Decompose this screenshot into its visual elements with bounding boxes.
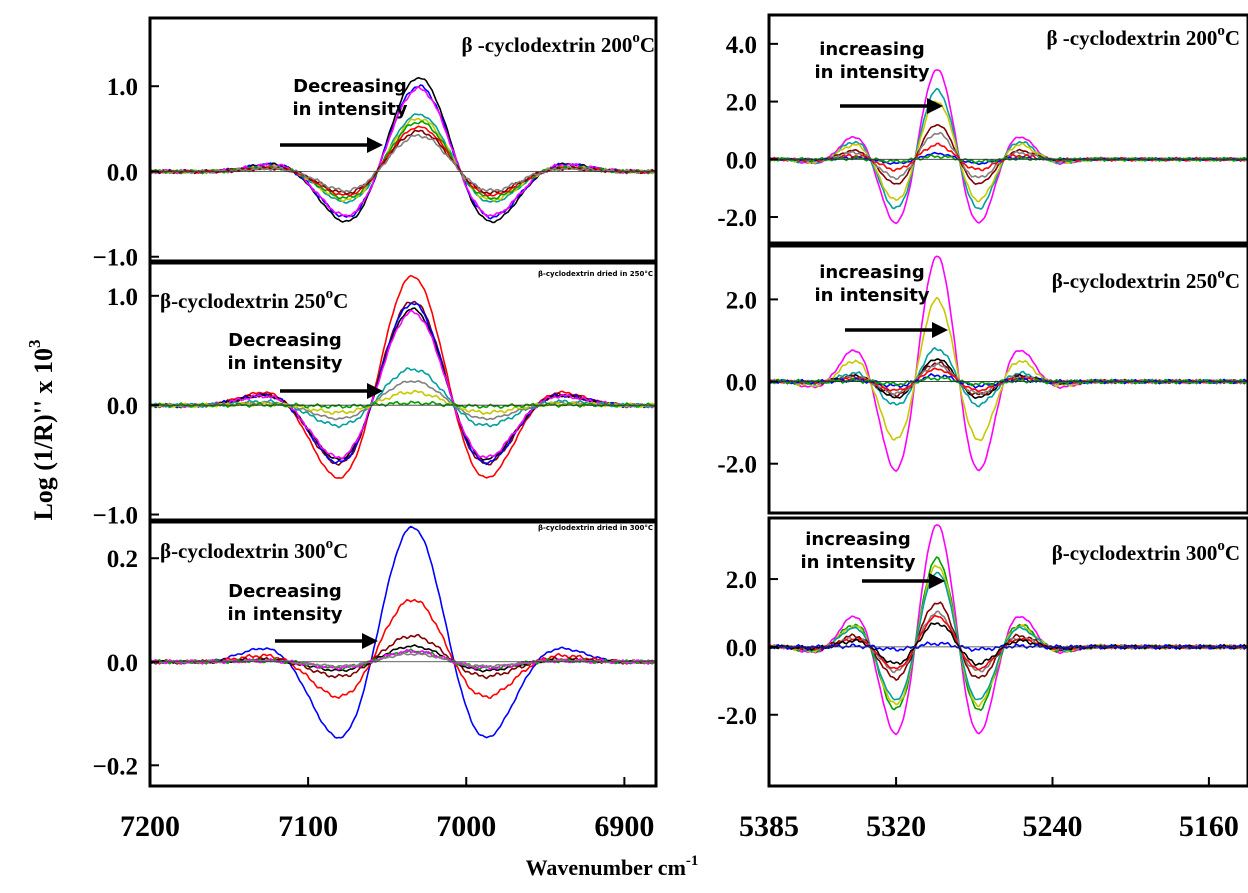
y-tick-label: 2.0	[726, 90, 757, 117]
y-tick-label: 2.0	[726, 567, 757, 594]
plot-frame	[767, 516, 1248, 788]
intensity-annotation: in intensity	[800, 552, 915, 573]
arrow-head-icon	[932, 322, 948, 338]
intensity-annotation: increasing	[819, 262, 924, 283]
y-tick-label: 0.0	[726, 147, 757, 174]
intensity-annotation: Decreasing	[228, 330, 342, 351]
chart-panel-right-250: 2.0 0.0 -2.0 β-cyclodextrin 250oC increasing…	[717, 244, 1248, 515]
y-tick-label: 0.0	[107, 650, 138, 677]
x-axis-label: Wavenumber cm-1	[526, 853, 699, 880]
intensity-annotation: in intensity	[227, 604, 342, 625]
y-tick-label: 1.0	[107, 284, 138, 311]
y-tick-label: 1.0	[107, 74, 138, 101]
y-axis-label-group: Log (1/R)'' x 103	[25, 339, 58, 520]
y-tick-label: 0.0	[107, 159, 138, 186]
intensity-annotation: Decreasing	[293, 76, 407, 97]
series-group	[150, 274, 656, 479]
series-line	[150, 309, 656, 460]
arrow-head-icon	[929, 573, 945, 589]
chart-panel-right-300: 2.0 0.0 -2.0 5385 5320 5240 5160 β-cyclodextrin…	[717, 516, 1248, 843]
panel-small-label: β-cyclodextrin dried in 300°C	[538, 524, 653, 532]
y-tick-label: 2.0	[726, 287, 757, 314]
intensity-annotation: in intensity	[292, 99, 407, 120]
intensity-annotation: in intensity	[814, 62, 929, 83]
arrow-head-icon	[927, 98, 943, 114]
y-tick-label: -2.0	[717, 703, 757, 730]
chart-panel-left-300: 0.2 0.0 −0.2 7200 7100 7000 6900 β-cyclodextrin…	[93, 520, 658, 843]
panel-title: β-cyclodextrin 250oC	[160, 286, 348, 313]
y-tick-label: −0.2	[93, 753, 139, 780]
chart-panel-left-250: 1.0 0.0 −1.0 β-cyclodextrin 250oC β-cyclodex…	[93, 261, 658, 530]
panel-title: β -cyclodextrin 200oC	[1046, 23, 1240, 50]
intensity-annotation: in intensity	[227, 353, 342, 374]
panel-title: β -cyclodextrin 200oC	[461, 30, 655, 57]
series-line	[150, 125, 656, 197]
y-axis-label: Log (1/R)'' x 103	[25, 339, 58, 520]
series-line	[150, 302, 656, 466]
series-line	[769, 296, 1248, 442]
chart-panel-right-200: 4.0 2.0 0.0 -2.0 β -cyclodextrin 200oC increa…	[717, 13, 1248, 245]
x-tick-label: 7100	[278, 810, 338, 843]
y-tick-label: −1.0	[93, 245, 139, 272]
series-line	[150, 274, 656, 479]
y-tick-label: 0.2	[107, 546, 138, 573]
series-line	[150, 307, 656, 461]
series-line	[150, 129, 656, 196]
plot-frame	[148, 16, 658, 263]
y-tick-label: 0.0	[107, 393, 138, 420]
panel-title: β-cyclodextrin 250oC	[1052, 266, 1240, 293]
plot-frame	[148, 261, 658, 522]
series-line	[150, 400, 656, 409]
intensity-annotation: increasing	[805, 529, 910, 550]
y-tick-label: −1.0	[93, 503, 139, 530]
y-tick-label: -2.0	[717, 452, 757, 479]
series-group	[769, 69, 1248, 225]
intensity-annotation: Decreasing	[228, 581, 342, 602]
x-tick-label: 5320	[866, 810, 926, 843]
x-tick-label: 5385	[739, 810, 799, 843]
series-line	[150, 300, 656, 467]
intensity-annotation: in intensity	[814, 285, 929, 306]
plot-frame	[148, 520, 658, 788]
y-tick-label: -2.0	[717, 205, 757, 232]
series-line	[769, 124, 1248, 185]
series-line	[150, 525, 656, 739]
x-tick-label: 5240	[1022, 810, 1082, 843]
series-line	[150, 113, 656, 204]
arrow-head-icon	[367, 137, 383, 153]
panel-small-label: β-cyclodextrin dried in 250°C	[538, 270, 653, 278]
series-line	[769, 131, 1248, 181]
chart-panels: 1.0 0.0 −1.0 β -cyclodextrin 200oC Decreasin…	[93, 13, 1248, 843]
x-tick-label: 6900	[594, 810, 654, 843]
series-line	[150, 598, 656, 700]
panel-title: β-cyclodextrin 300oC	[160, 536, 348, 563]
x-tick-label: 7000	[436, 810, 496, 843]
arrow-head-icon	[362, 633, 378, 649]
chart-panel-left-200: 1.0 0.0 −1.0 β -cyclodextrin 200oC Decreasin…	[93, 16, 658, 272]
arrow-head-icon	[367, 383, 383, 399]
x-tick-label: 5160	[1179, 810, 1239, 843]
x-tick-label: 7200	[120, 810, 180, 843]
y-tick-label: 4.0	[726, 32, 757, 59]
series-line	[769, 346, 1248, 408]
panel-title: β-cyclodextrin 300oC	[1052, 538, 1240, 565]
plot-frame	[767, 13, 1248, 245]
intensity-annotation: increasing	[819, 39, 924, 60]
series-line	[150, 120, 656, 201]
y-tick-label: 0.0	[726, 370, 757, 397]
y-tick-label: 0.0	[726, 635, 757, 662]
plot-frame	[767, 244, 1248, 515]
series-line	[769, 100, 1248, 203]
series-line	[769, 69, 1248, 225]
